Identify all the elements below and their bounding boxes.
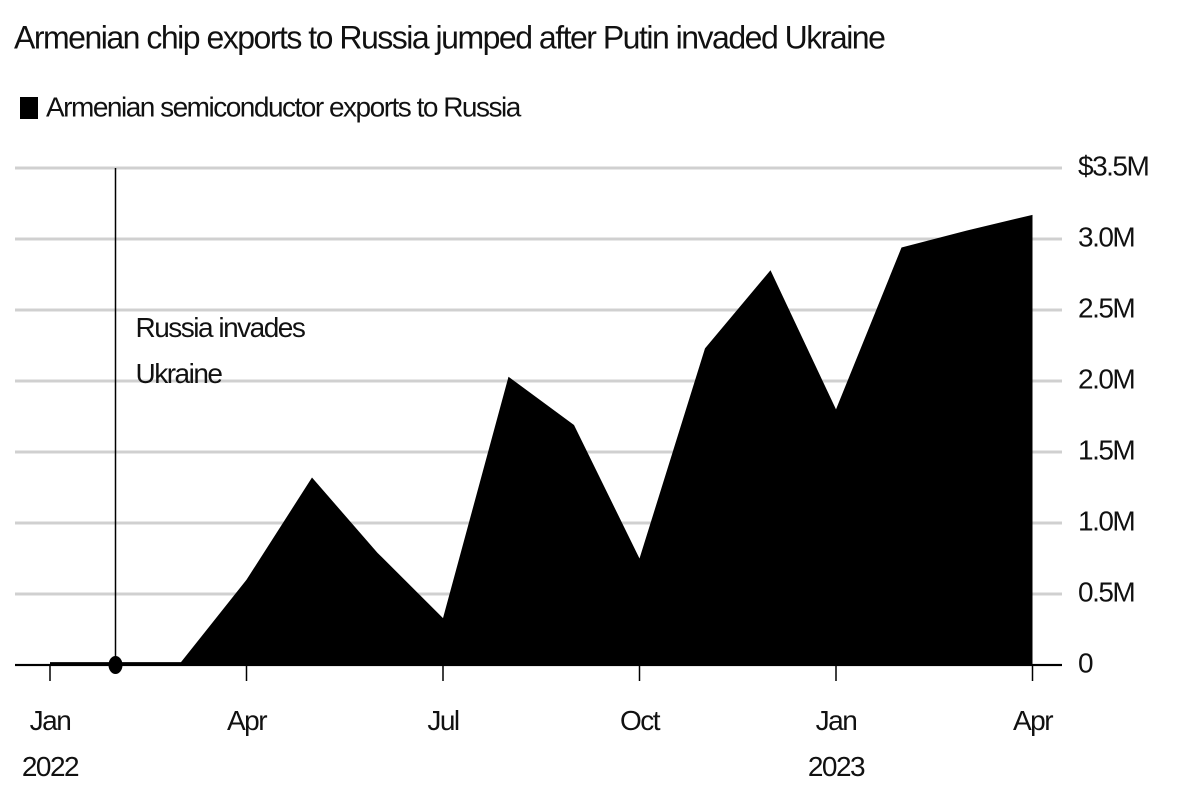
y-tick-label: 1.5M [1078,434,1134,465]
y-tick-label: 0 [1078,647,1093,678]
y-tick-label: 0.5M [1078,576,1134,607]
legend-label: Armenian semiconductor exports to Russia [46,91,522,122]
legend-swatch [20,97,38,119]
x-tick-label: Apr [1012,705,1054,736]
annotation: Russia invades Ukraine [135,312,306,389]
x-tick-label: Apr [226,705,268,736]
area [50,214,1033,666]
y-tick-label: 3.0M [1078,221,1134,252]
y-tick-label: 2.0M [1078,363,1134,394]
y-tick-label: $3.5M [1078,150,1148,181]
event-dot [108,656,123,674]
y-tick-label: 1.0M [1078,505,1134,536]
x-tick-label: Jan 2023 [807,705,866,782]
chart-title: Armenian chip exports to Russia jumped a… [14,19,885,55]
x-tick-label: Jul [427,705,460,736]
x-tick-label: Jan 2022 [21,705,80,782]
y-tick-label: 2.5M [1078,292,1134,323]
x-tick-label: Oct [619,705,661,736]
